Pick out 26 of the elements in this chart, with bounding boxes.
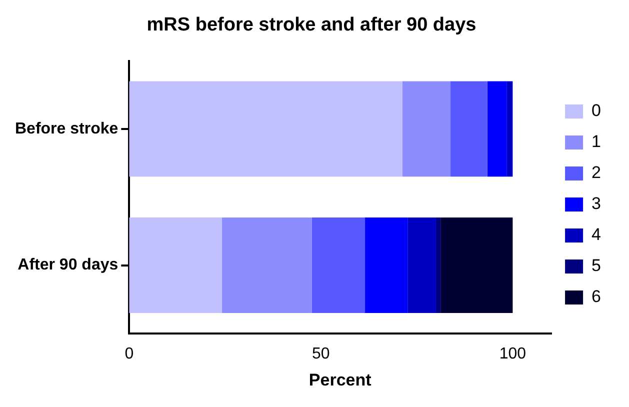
x-tick-label: 100 [499,345,526,362]
bar [506,81,513,177]
bar [129,218,222,313]
bar [487,81,507,177]
legend-label: 3 [592,194,602,214]
bar [436,218,441,313]
legend-label: 0 [592,101,602,120]
bar [440,218,513,313]
chart-title: mRS before stroke and after 90 days [146,14,476,36]
x-axis-title: Percent [308,370,372,390]
bar [402,81,450,177]
legend-label: 4 [592,225,602,244]
bar [450,81,488,177]
bar [222,218,312,313]
bar [365,218,408,313]
bar [312,218,366,313]
legend-label: 6 [592,287,602,306]
y-tick-label: After 90 days [18,256,118,274]
legend-label: 2 [592,163,602,182]
bar [408,218,436,313]
bar [129,81,402,177]
x-tick-label: 50 [312,345,330,362]
legend-label: 5 [592,256,602,276]
legend-label: 1 [592,132,602,152]
x-tick-label: 0 [124,345,134,362]
y-tick-label: Before stroke [14,120,118,138]
